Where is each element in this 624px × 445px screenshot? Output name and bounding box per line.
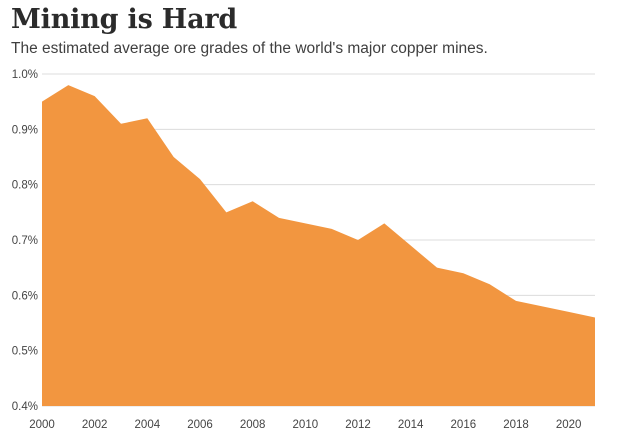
chart-title: Mining is Hard: [11, 4, 238, 35]
x-tick-label: 2006: [187, 419, 213, 431]
x-tick-label: 2004: [135, 419, 161, 431]
x-tick-label: 2010: [293, 419, 319, 431]
x-tick-label: 2002: [82, 419, 108, 431]
y-tick-label: 0.7%: [12, 235, 38, 247]
y-tick-label: 0.4%: [12, 401, 38, 413]
x-tick-label: 2000: [29, 419, 55, 431]
x-tick-label: 2020: [556, 419, 582, 431]
y-tick-label: 0.6%: [12, 290, 38, 302]
chart-subtitle: The estimated average ore grades of the …: [11, 40, 488, 57]
y-tick-label: 0.9%: [12, 124, 38, 136]
area-series: [42, 85, 595, 406]
x-tick-label: 2008: [240, 419, 266, 431]
y-tick-label: 1.0%: [12, 69, 38, 81]
y-tick-label: 0.5%: [12, 346, 38, 358]
x-tick-label: 2014: [398, 419, 424, 431]
y-tick-label: 0.8%: [12, 180, 38, 192]
x-tick-label: 2012: [345, 419, 371, 431]
ore-grade-area: [42, 85, 595, 406]
x-axis-tick-labels: 2000 2002 2004 2006 2008 2010 2012 2014 2016 2018…: [29, 419, 581, 431]
y-axis-tick-labels: 0.4% 0.5% 0.6% 0.7% 0.8% 0.9% 1.0%: [12, 69, 38, 413]
x-tick-label: 2016: [451, 419, 477, 431]
x-tick-label: 2018: [503, 419, 529, 431]
